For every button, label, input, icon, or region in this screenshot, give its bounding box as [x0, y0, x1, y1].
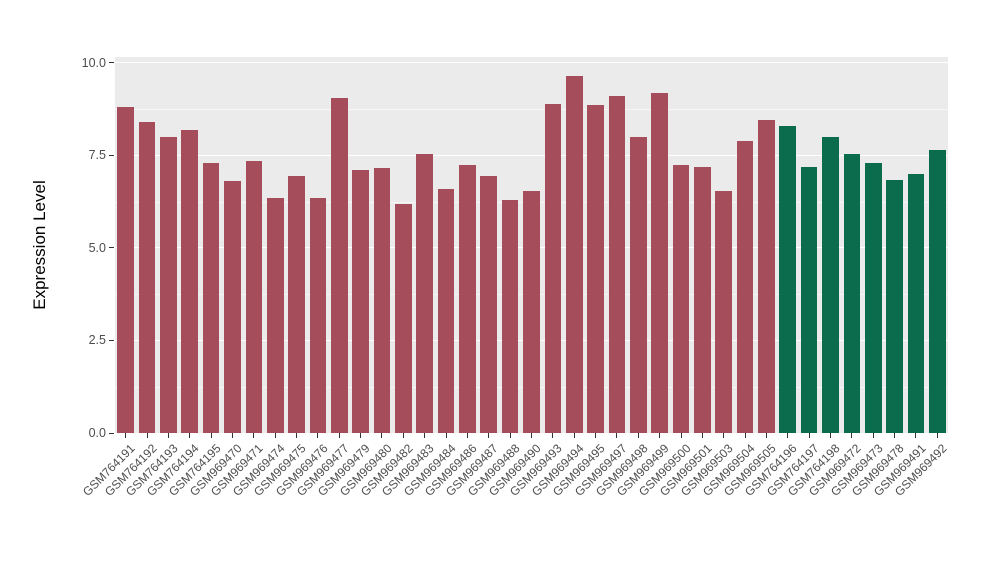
y-tick-label: 5.0	[88, 240, 106, 255]
bar	[779, 125, 797, 433]
x-tick-mark	[231, 433, 233, 438]
x-tick-mark	[125, 433, 127, 438]
bar	[480, 175, 498, 433]
x-tick-mark	[915, 433, 917, 438]
y-tick-mark	[109, 339, 114, 341]
bar	[822, 136, 839, 433]
bar	[309, 198, 327, 433]
x-tick-mark	[936, 433, 938, 438]
x-tick-mark	[274, 433, 276, 438]
bar	[694, 166, 711, 433]
x-tick-mark	[680, 433, 682, 438]
x-tick-mark	[381, 433, 383, 438]
x-tick-mark	[253, 433, 255, 438]
bar	[651, 92, 668, 433]
bar	[373, 168, 391, 433]
x-tick-mark	[872, 433, 874, 438]
y-tick-label: 0.0	[88, 425, 106, 440]
bar	[544, 103, 562, 433]
bar	[330, 98, 348, 433]
x-tick-mark	[894, 433, 896, 438]
bar	[395, 203, 412, 433]
bar	[907, 173, 925, 433]
minor-gridline	[115, 109, 948, 111]
x-tick-mark	[637, 433, 639, 438]
bar	[181, 129, 199, 433]
bar	[672, 164, 690, 433]
bar	[715, 190, 733, 433]
bar	[928, 149, 946, 433]
bar	[245, 161, 263, 433]
x-tick-mark	[488, 433, 490, 438]
x-tick-mark	[360, 433, 362, 438]
x-tick-mark	[445, 433, 447, 438]
bar	[736, 140, 754, 433]
x-tick-mark	[210, 433, 212, 438]
bar	[202, 162, 220, 433]
x-tick-mark	[189, 433, 191, 438]
x-tick-mark	[466, 433, 468, 438]
y-tick-label: 7.5	[88, 148, 106, 163]
bar	[565, 75, 583, 433]
bar	[266, 198, 284, 433]
bar	[138, 122, 156, 433]
x-tick-mark	[595, 433, 597, 438]
bar	[629, 136, 647, 433]
bar	[437, 188, 455, 433]
bar	[800, 166, 818, 433]
bar	[523, 190, 540, 433]
x-tick-mark	[338, 433, 340, 438]
bar	[416, 153, 434, 433]
plot-panel	[115, 57, 948, 434]
major-gridline	[115, 62, 948, 64]
bar	[288, 175, 305, 433]
x-tick-mark	[787, 433, 789, 438]
bar	[352, 170, 369, 433]
x-tick-mark	[146, 433, 148, 438]
bar	[843, 153, 861, 433]
x-tick-mark	[531, 433, 532, 438]
bar	[608, 96, 626, 433]
x-tick-mark	[317, 433, 319, 438]
y-tick-mark	[109, 154, 114, 156]
x-tick-mark	[424, 433, 426, 438]
x-tick-mark	[402, 433, 404, 438]
x-tick-mark	[701, 433, 703, 438]
x-tick-mark	[552, 433, 554, 438]
x-tick-mark	[296, 433, 298, 438]
bar	[117, 107, 134, 433]
bar	[864, 162, 882, 433]
x-tick-mark	[509, 433, 511, 438]
bar	[758, 120, 775, 433]
x-tick-mark	[808, 433, 810, 438]
bar	[587, 105, 604, 433]
bar	[886, 179, 903, 433]
x-tick-mark	[573, 433, 575, 438]
x-tick-mark	[616, 433, 618, 438]
y-tick-mark	[109, 62, 114, 64]
major-gridline	[115, 154, 948, 156]
y-tick-label: 2.5	[88, 333, 106, 348]
x-tick-mark	[723, 433, 725, 438]
y-axis-title: Expression Level	[30, 180, 49, 310]
x-tick-mark	[765, 433, 767, 438]
y-tick-mark	[109, 432, 114, 434]
bar	[459, 164, 476, 433]
x-tick-mark	[830, 433, 832, 438]
x-tick-mark	[744, 433, 746, 438]
bar	[224, 181, 241, 433]
x-tick-mark	[167, 433, 169, 438]
x-tick-mark	[659, 433, 661, 438]
y-tick-mark	[109, 247, 114, 249]
bar	[160, 136, 177, 433]
x-tick-mark	[851, 433, 853, 438]
y-tick-label: 10.0	[81, 55, 106, 70]
bar	[501, 199, 519, 433]
